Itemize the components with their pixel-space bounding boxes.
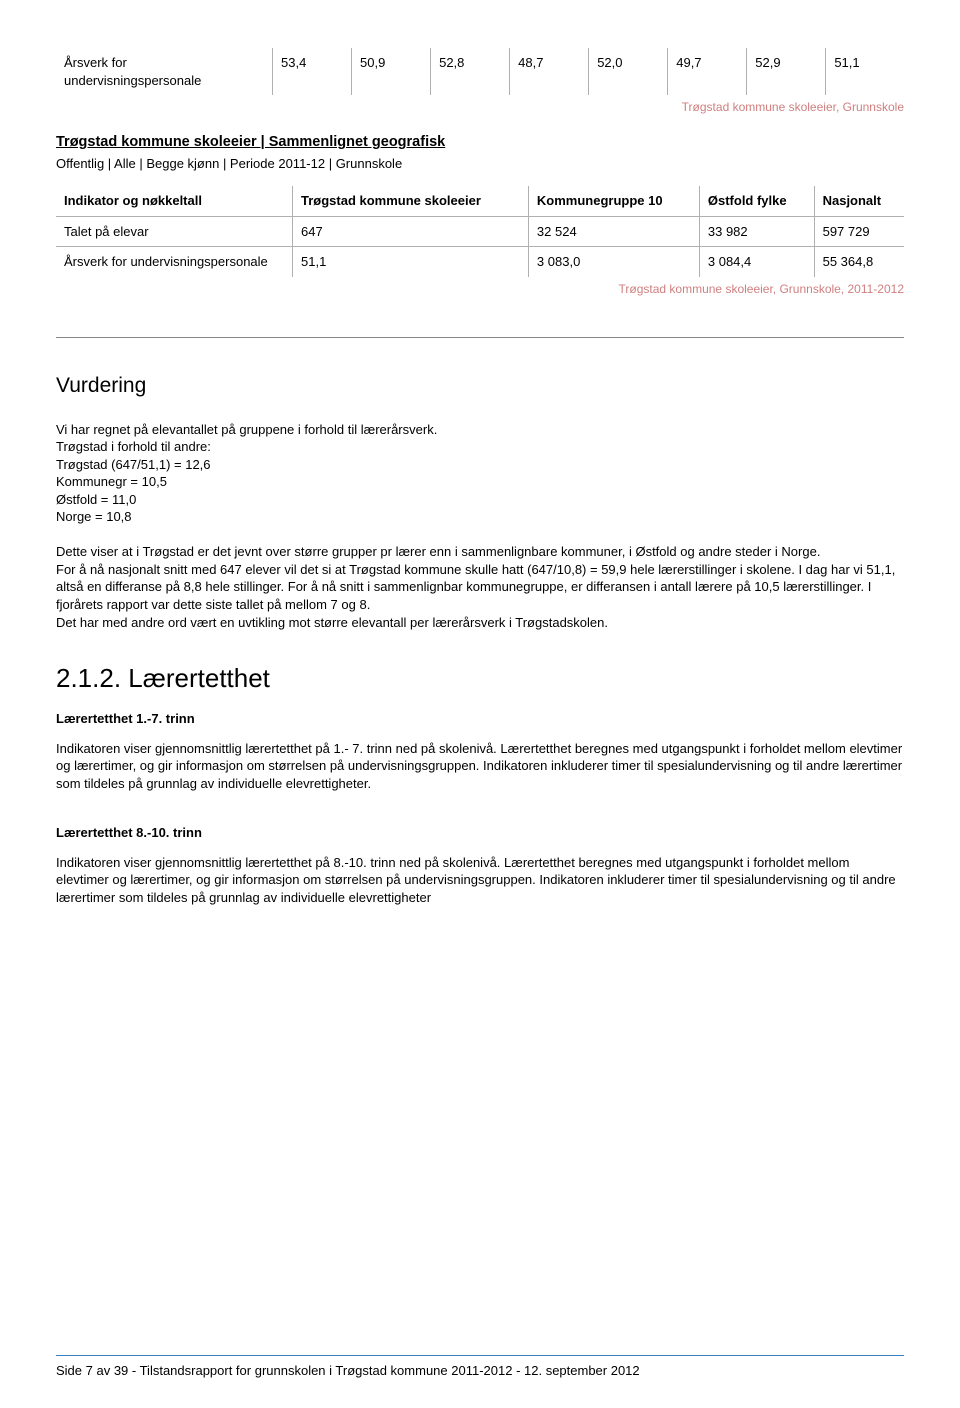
table-header-row: Indikator og nøkkeltall Trøgstad kommune…	[56, 186, 904, 216]
col-header: Østfold fylke	[699, 186, 814, 216]
cell: 52,8	[431, 48, 510, 95]
cell: 55 364,8	[814, 247, 904, 277]
cell: 50,9	[352, 48, 431, 95]
cell: 647	[293, 216, 529, 247]
col-header: Nasjonalt	[814, 186, 904, 216]
compare-sub: Offentlig | Alle | Begge kjønn | Periode…	[56, 155, 904, 173]
cell: 49,7	[668, 48, 747, 95]
paragraph: Det har med andre ord vært en uvtikling …	[56, 614, 904, 632]
cell: 3 084,4	[699, 247, 814, 277]
compare-table: Indikator og nøkkeltall Trøgstad kommune…	[56, 186, 904, 277]
cell: Årsverk for undervisningspersonale	[56, 247, 293, 277]
paragraph: For å nå nasjonalt snitt med 647 elever …	[56, 561, 904, 614]
cell: Talet på elevar	[56, 216, 293, 247]
arsverk-table: Årsverk for undervisningspersonale 53,4 …	[56, 48, 904, 95]
subsection-h2: Lærertetthet 8.-10. trinn	[56, 824, 904, 842]
table-row: Årsverk for undervisningspersonale 53,4 …	[56, 48, 904, 95]
paragraph: Indikatoren viser gjennomsnittlig lærert…	[56, 854, 904, 907]
col-header: Kommunegruppe 10	[528, 186, 699, 216]
section-212-title: 2.1.2. Lærertetthet	[56, 661, 904, 696]
table1-source: Trøgstad kommune skoleeier, Grunnskole	[56, 99, 904, 115]
cell: 32 524	[528, 216, 699, 247]
paragraph: Trøgstad (647/51,1) = 12,6	[56, 456, 904, 474]
paragraph: Trøgstad i forhold til andre:	[56, 438, 904, 456]
paragraph: Indikatoren viser gjennomsnittlig lærert…	[56, 740, 904, 793]
cell: 597 729	[814, 216, 904, 247]
compare-source: Trøgstad kommune skoleeier, Grunnskole, …	[56, 281, 904, 297]
paragraph: Kommunegr = 10,5	[56, 473, 904, 491]
vurdering-block2: Dette viser at i Trøgstad er det jevnt o…	[56, 543, 904, 631]
cell: 51,1	[826, 48, 904, 95]
page-footer: Side 7 av 39 - Tilstandsrapport for grun…	[56, 1355, 904, 1380]
table-row: Årsverk for undervisningspersonale 51,1 …	[56, 247, 904, 277]
subsection-h1: Lærertetthet 1.-7. trinn	[56, 710, 904, 728]
cell: 51,1	[293, 247, 529, 277]
paragraph: Dette viser at i Trøgstad er det jevnt o…	[56, 543, 904, 561]
row-label: Årsverk for undervisningspersonale	[56, 48, 273, 95]
col-header: Indikator og nøkkeltall	[56, 186, 293, 216]
paragraph: Østfold = 11,0	[56, 491, 904, 509]
vurdering-block: Vi har regnet på elevantallet på gruppen…	[56, 421, 904, 526]
vurdering-title: Vurdering	[56, 372, 904, 400]
divider	[56, 337, 904, 338]
cell: 53,4	[273, 48, 352, 95]
col-header: Trøgstad kommune skoleeier	[293, 186, 529, 216]
paragraph: Norge = 10,8	[56, 508, 904, 526]
cell: 48,7	[510, 48, 589, 95]
paragraph: Vi har regnet på elevantallet på gruppen…	[56, 421, 904, 439]
cell: 52,9	[747, 48, 826, 95]
table-row: Talet på elevar 647 32 524 33 982 597 72…	[56, 216, 904, 247]
compare-heading: Trøgstad kommune skoleeier | Sammenligne…	[56, 133, 904, 153]
cell: 52,0	[589, 48, 668, 95]
cell: 33 982	[699, 216, 814, 247]
cell: 3 083,0	[528, 247, 699, 277]
